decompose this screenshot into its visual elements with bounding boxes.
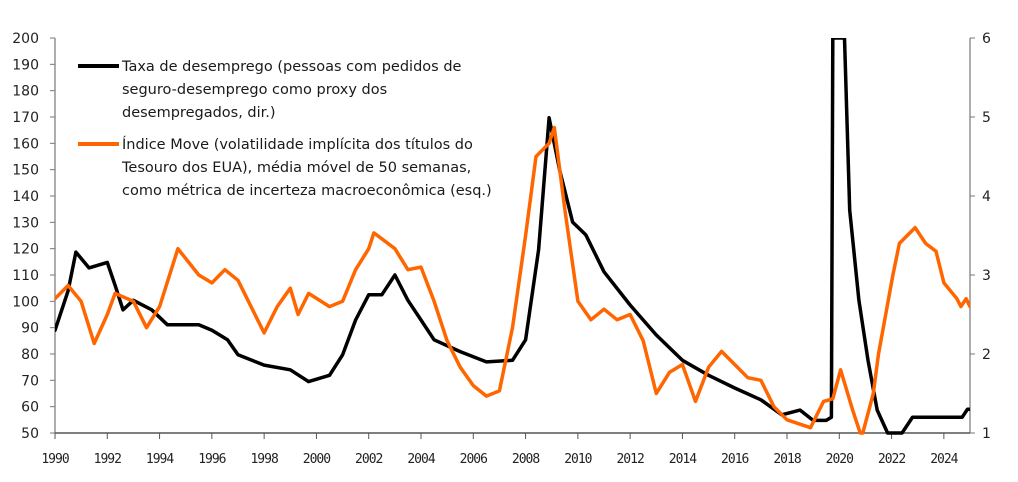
- left-tick-label: 170: [12, 110, 39, 126]
- left-tick-label: 70: [21, 373, 39, 389]
- left-tick-label: 130: [12, 215, 39, 231]
- x-tick-label: 1990: [41, 452, 68, 467]
- left-tick-label: 100: [12, 294, 39, 310]
- x-tick-label: 1998: [250, 452, 277, 467]
- left-tick-label: 60: [21, 400, 39, 416]
- x-tick-label: 2022: [878, 452, 905, 467]
- left-tick-label: 50: [21, 426, 39, 442]
- x-tick-label: 2006: [460, 452, 487, 467]
- legend-label-move-line3: como métrica de incerteza macroeconômica…: [122, 183, 492, 199]
- left-tick-label: 150: [12, 163, 39, 179]
- x-tick-label: 2000: [303, 452, 330, 467]
- x-tick-label: 2016: [721, 452, 748, 467]
- x-tick-label: 2020: [826, 452, 853, 467]
- x-tick-label: 2010: [564, 452, 591, 467]
- x-tick-label: 2002: [355, 452, 382, 467]
- legend-label-unemployment-line3: desempregados, dir.): [122, 105, 276, 121]
- x-tick-label: 1992: [94, 452, 121, 467]
- right-tick-label: 3: [982, 268, 991, 284]
- axes: 50 60 70 80 90 100 110 120 130 140 150 160 170 180 190…: [12, 31, 991, 467]
- x-tick-label: 2024: [930, 452, 958, 467]
- legend-label-move-line1: Índice Move (volatilidade implícita dos …: [122, 136, 473, 153]
- left-tick-label: 140: [12, 189, 39, 205]
- left-tick-label: 80: [21, 347, 39, 363]
- x-tick-label: 2008: [512, 452, 539, 467]
- left-tick-label: 190: [12, 57, 39, 73]
- move-index-line: [55, 125, 970, 435]
- right-tick-label: 6: [982, 31, 991, 47]
- right-tick-label: 5: [982, 110, 991, 126]
- legend-label-move-line2: Tesouro dos EUA), média móvel de 50 sema…: [121, 160, 471, 176]
- left-tick-label: 200: [12, 31, 39, 47]
- legend-label-unemployment-line2: seguro-desemprego como proxy dos: [122, 82, 387, 98]
- legend-label-unemployment-line1: Taxa de desemprego (pessoas com pedidos …: [121, 59, 462, 75]
- x-tick-label: 2012: [616, 452, 643, 467]
- left-tick-label: 180: [12, 84, 39, 100]
- x-tick-label: 1996: [198, 452, 225, 467]
- left-tick-label: 160: [12, 136, 39, 152]
- x-tick-label: 2014: [669, 452, 697, 467]
- left-tick-label: 90: [21, 321, 39, 337]
- left-tick-label: 110: [12, 268, 39, 284]
- legend: Taxa de desemprego (pessoas com pedidos …: [78, 59, 492, 199]
- right-tick-label: 2: [982, 347, 991, 363]
- series-lines: [55, 38, 970, 435]
- right-tick-label: 4: [982, 189, 991, 205]
- unemployment-rate-line: [55, 38, 970, 435]
- left-tick-label: 120: [12, 242, 39, 258]
- x-tick-label: 2018: [773, 452, 800, 467]
- x-tick-label: 2004: [407, 452, 435, 467]
- x-tick-label: 1994: [146, 452, 174, 467]
- right-tick-label: 1: [982, 426, 991, 442]
